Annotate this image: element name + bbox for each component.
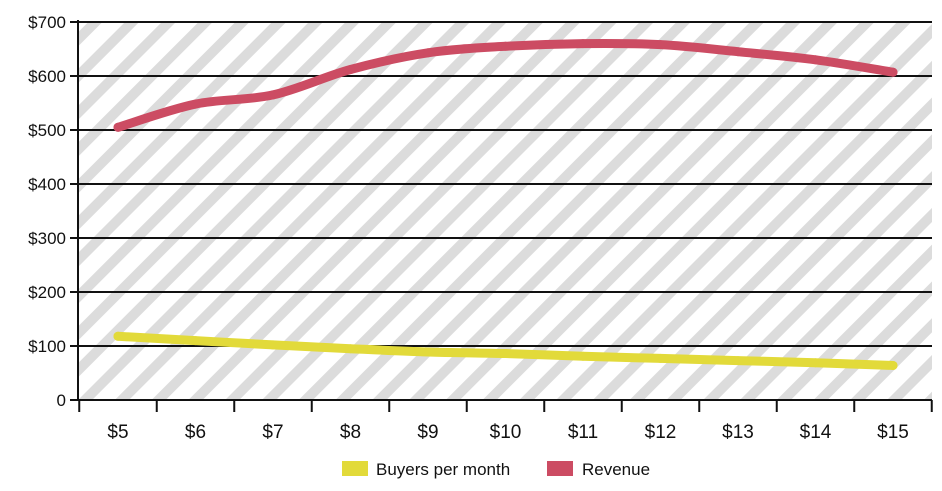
data-point-revenue — [888, 67, 898, 77]
y-tick-label: $500 — [28, 121, 66, 140]
x-tick-label: $10 — [490, 422, 522, 443]
y-tick-label: $600 — [28, 67, 66, 86]
data-point-buyers-per-month — [268, 340, 278, 350]
data-point-revenue — [578, 39, 588, 49]
data-point-revenue — [268, 90, 278, 100]
y-tick-label: $100 — [28, 337, 66, 356]
legend-swatch — [547, 461, 573, 476]
series-lines — [113, 38, 898, 370]
data-point-buyers-per-month — [811, 358, 820, 368]
data-point-buyers-per-month — [578, 351, 588, 361]
data-point-buyers-per-month — [423, 347, 433, 357]
plot-background — [78, 22, 932, 400]
data-point-buyers-per-month — [733, 356, 743, 366]
x-tick-label: $8 — [340, 422, 361, 443]
x-tick-label: $9 — [417, 422, 438, 443]
data-point-revenue — [346, 65, 355, 75]
data-point-revenue — [501, 41, 510, 51]
data-point-revenue — [656, 40, 665, 50]
data-point-revenue — [191, 99, 200, 109]
x-tick-label: $6 — [185, 422, 206, 443]
x-tick-label: $7 — [262, 422, 283, 443]
x-tick-label: $14 — [800, 422, 832, 443]
legend-swatch — [342, 461, 368, 476]
x-tick-label: $11 — [568, 422, 598, 443]
legend-label: Revenue — [582, 460, 650, 479]
data-point-buyers-per-month — [656, 353, 665, 363]
data-point-revenue — [811, 55, 820, 65]
data-point-buyers-per-month — [888, 360, 898, 370]
data-point-revenue — [733, 47, 743, 57]
x-tick-label: $5 — [107, 422, 128, 443]
data-point-buyers-per-month — [346, 344, 355, 354]
y-tick-label: $200 — [28, 283, 66, 302]
data-point-revenue — [113, 122, 123, 132]
data-point-revenue — [423, 48, 433, 58]
y-tick-label: $300 — [28, 229, 66, 248]
legend: Buyers per month Revenue — [342, 460, 650, 479]
x-tick-label: $13 — [722, 422, 754, 443]
data-point-buyers-per-month — [113, 331, 123, 341]
x-tick-label: $12 — [645, 422, 677, 443]
y-tick-label: 0 — [57, 391, 66, 410]
data-point-buyers-per-month — [501, 349, 510, 359]
y-tick-label: $400 — [28, 175, 66, 194]
x-tick-label: $15 — [877, 422, 909, 443]
legend-label: Buyers per month — [376, 460, 510, 479]
y-tick-label: $700 — [28, 13, 66, 32]
data-point-buyers-per-month — [191, 336, 200, 346]
axes: 0 $100 $200 $300 $400 $500 $600 $700 $5 $6 $7 $8 $9 $… — [28, 13, 933, 443]
